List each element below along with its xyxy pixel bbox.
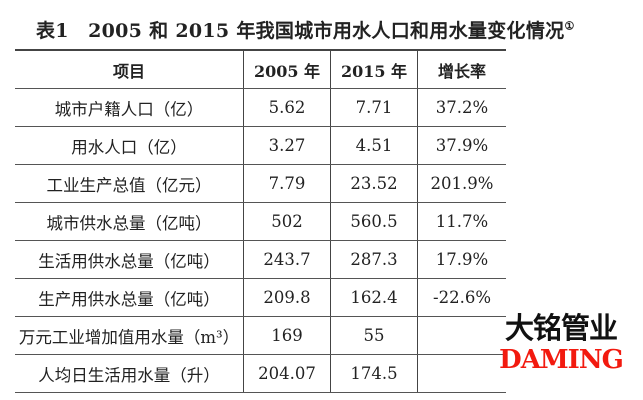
cell-y2005: 3.27 bbox=[243, 126, 331, 165]
cell-item: 用水人口（亿） bbox=[15, 126, 244, 165]
table-row: 生活用供水总量（亿吨） 243.7 287.3 17.9% bbox=[15, 240, 506, 279]
header-row: 项目 2005 年 2015 年 增长率 bbox=[15, 49, 506, 89]
water-usage-table: 项目 2005 年 2015 年 增长率 城市户籍人口（亿） 5.62 7.71 37… bbox=[15, 49, 506, 393]
watermark-cn: 大铭管业 bbox=[504, 311, 618, 345]
cell-y2005: 502 bbox=[243, 202, 331, 241]
cell-item: 万元工业增加值用水量（m³） bbox=[15, 316, 244, 355]
footnote-mark: ① bbox=[564, 19, 575, 33]
header-item: 项目 bbox=[15, 49, 244, 89]
cell-growth: 11.7% bbox=[417, 202, 506, 241]
cell-item: 生活用供水总量（亿吨） bbox=[15, 240, 244, 279]
cell-y2005: 243.7 bbox=[243, 240, 331, 279]
cell-item: 城市供水总量（亿吨） bbox=[15, 202, 244, 241]
cell-y2005: 209.8 bbox=[243, 278, 331, 317]
table-row: 万元工业增加值用水量（m³） 169 55 bbox=[15, 316, 506, 355]
cell-y2015: 7.71 bbox=[330, 88, 418, 127]
cell-growth: 201.9% bbox=[417, 164, 506, 203]
header-growth: 增长率 bbox=[417, 49, 506, 89]
table-row: 城市供水总量（亿吨） 502 560.5 11.7% bbox=[15, 202, 506, 241]
table-row: 生产用供水总量（亿吨） 209.8 162.4 -22.6% bbox=[15, 278, 506, 317]
table-row: 工业生产总值（亿元） 7.79 23.52 201.9% bbox=[15, 164, 506, 203]
cell-growth: 17.9% bbox=[417, 240, 506, 279]
table-row: 人均日生活用水量（升） 204.07 174.5 bbox=[15, 354, 506, 393]
title-text: 表1 2005 和 2015 年我国城市用水人口和用水量变化情况 bbox=[36, 20, 565, 42]
cell-item: 工业生产总值（亿元） bbox=[15, 164, 244, 203]
cell-growth bbox=[417, 354, 506, 393]
header-2005: 2005 年 bbox=[243, 49, 331, 89]
cell-growth: 37.9% bbox=[417, 126, 506, 165]
cell-item: 城市户籍人口（亿） bbox=[15, 88, 244, 127]
cell-growth bbox=[417, 316, 506, 355]
header-2015: 2015 年 bbox=[330, 49, 418, 89]
cell-y2015: 174.5 bbox=[330, 354, 418, 393]
cell-y2005: 169 bbox=[243, 316, 331, 355]
cell-y2005: 204.07 bbox=[243, 354, 331, 393]
cell-y2005: 7.79 bbox=[243, 164, 331, 203]
cell-y2015: 23.52 bbox=[330, 164, 418, 203]
cell-y2015: 560.5 bbox=[330, 202, 418, 241]
cell-growth: 37.2% bbox=[417, 88, 506, 127]
daming-watermark-logo: 大铭管业 DAMING bbox=[491, 310, 631, 374]
cell-y2015: 162.4 bbox=[330, 278, 418, 317]
cell-growth: -22.6% bbox=[417, 278, 506, 317]
table-row: 用水人口（亿） 3.27 4.51 37.9% bbox=[15, 126, 506, 165]
cell-y2015: 4.51 bbox=[330, 126, 418, 165]
table-title: 表1 2005 和 2015 年我国城市用水人口和用水量变化情况① bbox=[36, 16, 575, 43]
cell-item: 人均日生活用水量（升） bbox=[15, 354, 244, 393]
watermark-en: DAMING bbox=[499, 345, 624, 375]
cell-item: 生产用供水总量（亿吨） bbox=[15, 278, 244, 317]
table-row: 城市户籍人口（亿） 5.62 7.71 37.2% bbox=[15, 88, 506, 127]
cell-y2015: 55 bbox=[330, 316, 418, 355]
cell-y2015: 287.3 bbox=[330, 240, 418, 279]
cell-y2005: 5.62 bbox=[243, 88, 331, 127]
